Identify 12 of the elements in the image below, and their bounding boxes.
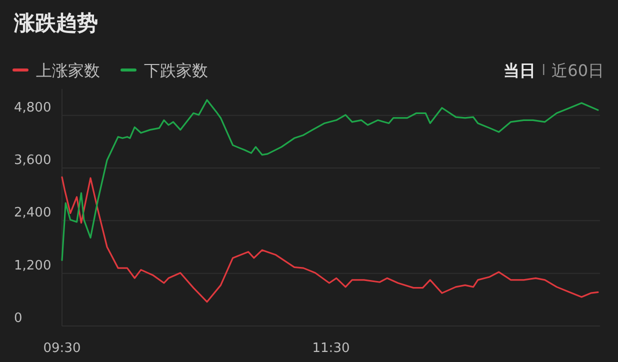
- ytick: 3,600: [14, 153, 52, 168]
- annotation: 当日: [504, 61, 536, 80]
- ytick: 2,400: [14, 206, 52, 221]
- ytick: 0: [14, 311, 22, 326]
- xtick: 11:30: [312, 341, 350, 356]
- xtick: 09:30: [43, 341, 81, 356]
- title: 涨跌趋势: [14, 11, 98, 35]
- legend-label: 上涨家数: [36, 61, 100, 80]
- ytick: 4,800: [14, 100, 52, 116]
- legend-label: 下跌家数: [144, 61, 208, 80]
- annotation: 近60日: [552, 61, 604, 80]
- ytick: 1,200: [14, 258, 52, 274]
